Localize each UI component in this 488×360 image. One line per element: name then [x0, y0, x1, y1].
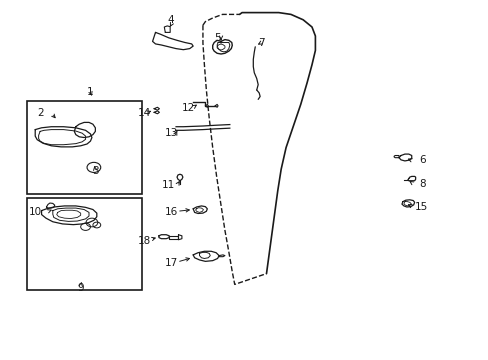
Text: 12: 12: [181, 103, 195, 113]
Text: 14: 14: [137, 108, 151, 118]
Text: 16: 16: [164, 207, 178, 217]
Text: 18: 18: [137, 236, 151, 246]
Text: 13: 13: [164, 128, 178, 138]
Text: 9: 9: [77, 283, 84, 293]
Text: 5: 5: [214, 33, 221, 43]
Bar: [27, 198, 142, 290]
Text: 15: 15: [414, 202, 427, 212]
Text: 4: 4: [167, 15, 174, 25]
Text: 1: 1: [87, 87, 94, 97]
Text: 10: 10: [29, 207, 41, 217]
Bar: [27, 101, 142, 194]
Text: 17: 17: [164, 258, 178, 268]
Text: 8: 8: [419, 179, 426, 189]
Text: 11: 11: [162, 180, 175, 190]
Text: 6: 6: [419, 155, 426, 165]
Text: 3: 3: [92, 166, 99, 176]
Text: 7: 7: [258, 38, 264, 48]
Text: 2: 2: [37, 108, 43, 118]
